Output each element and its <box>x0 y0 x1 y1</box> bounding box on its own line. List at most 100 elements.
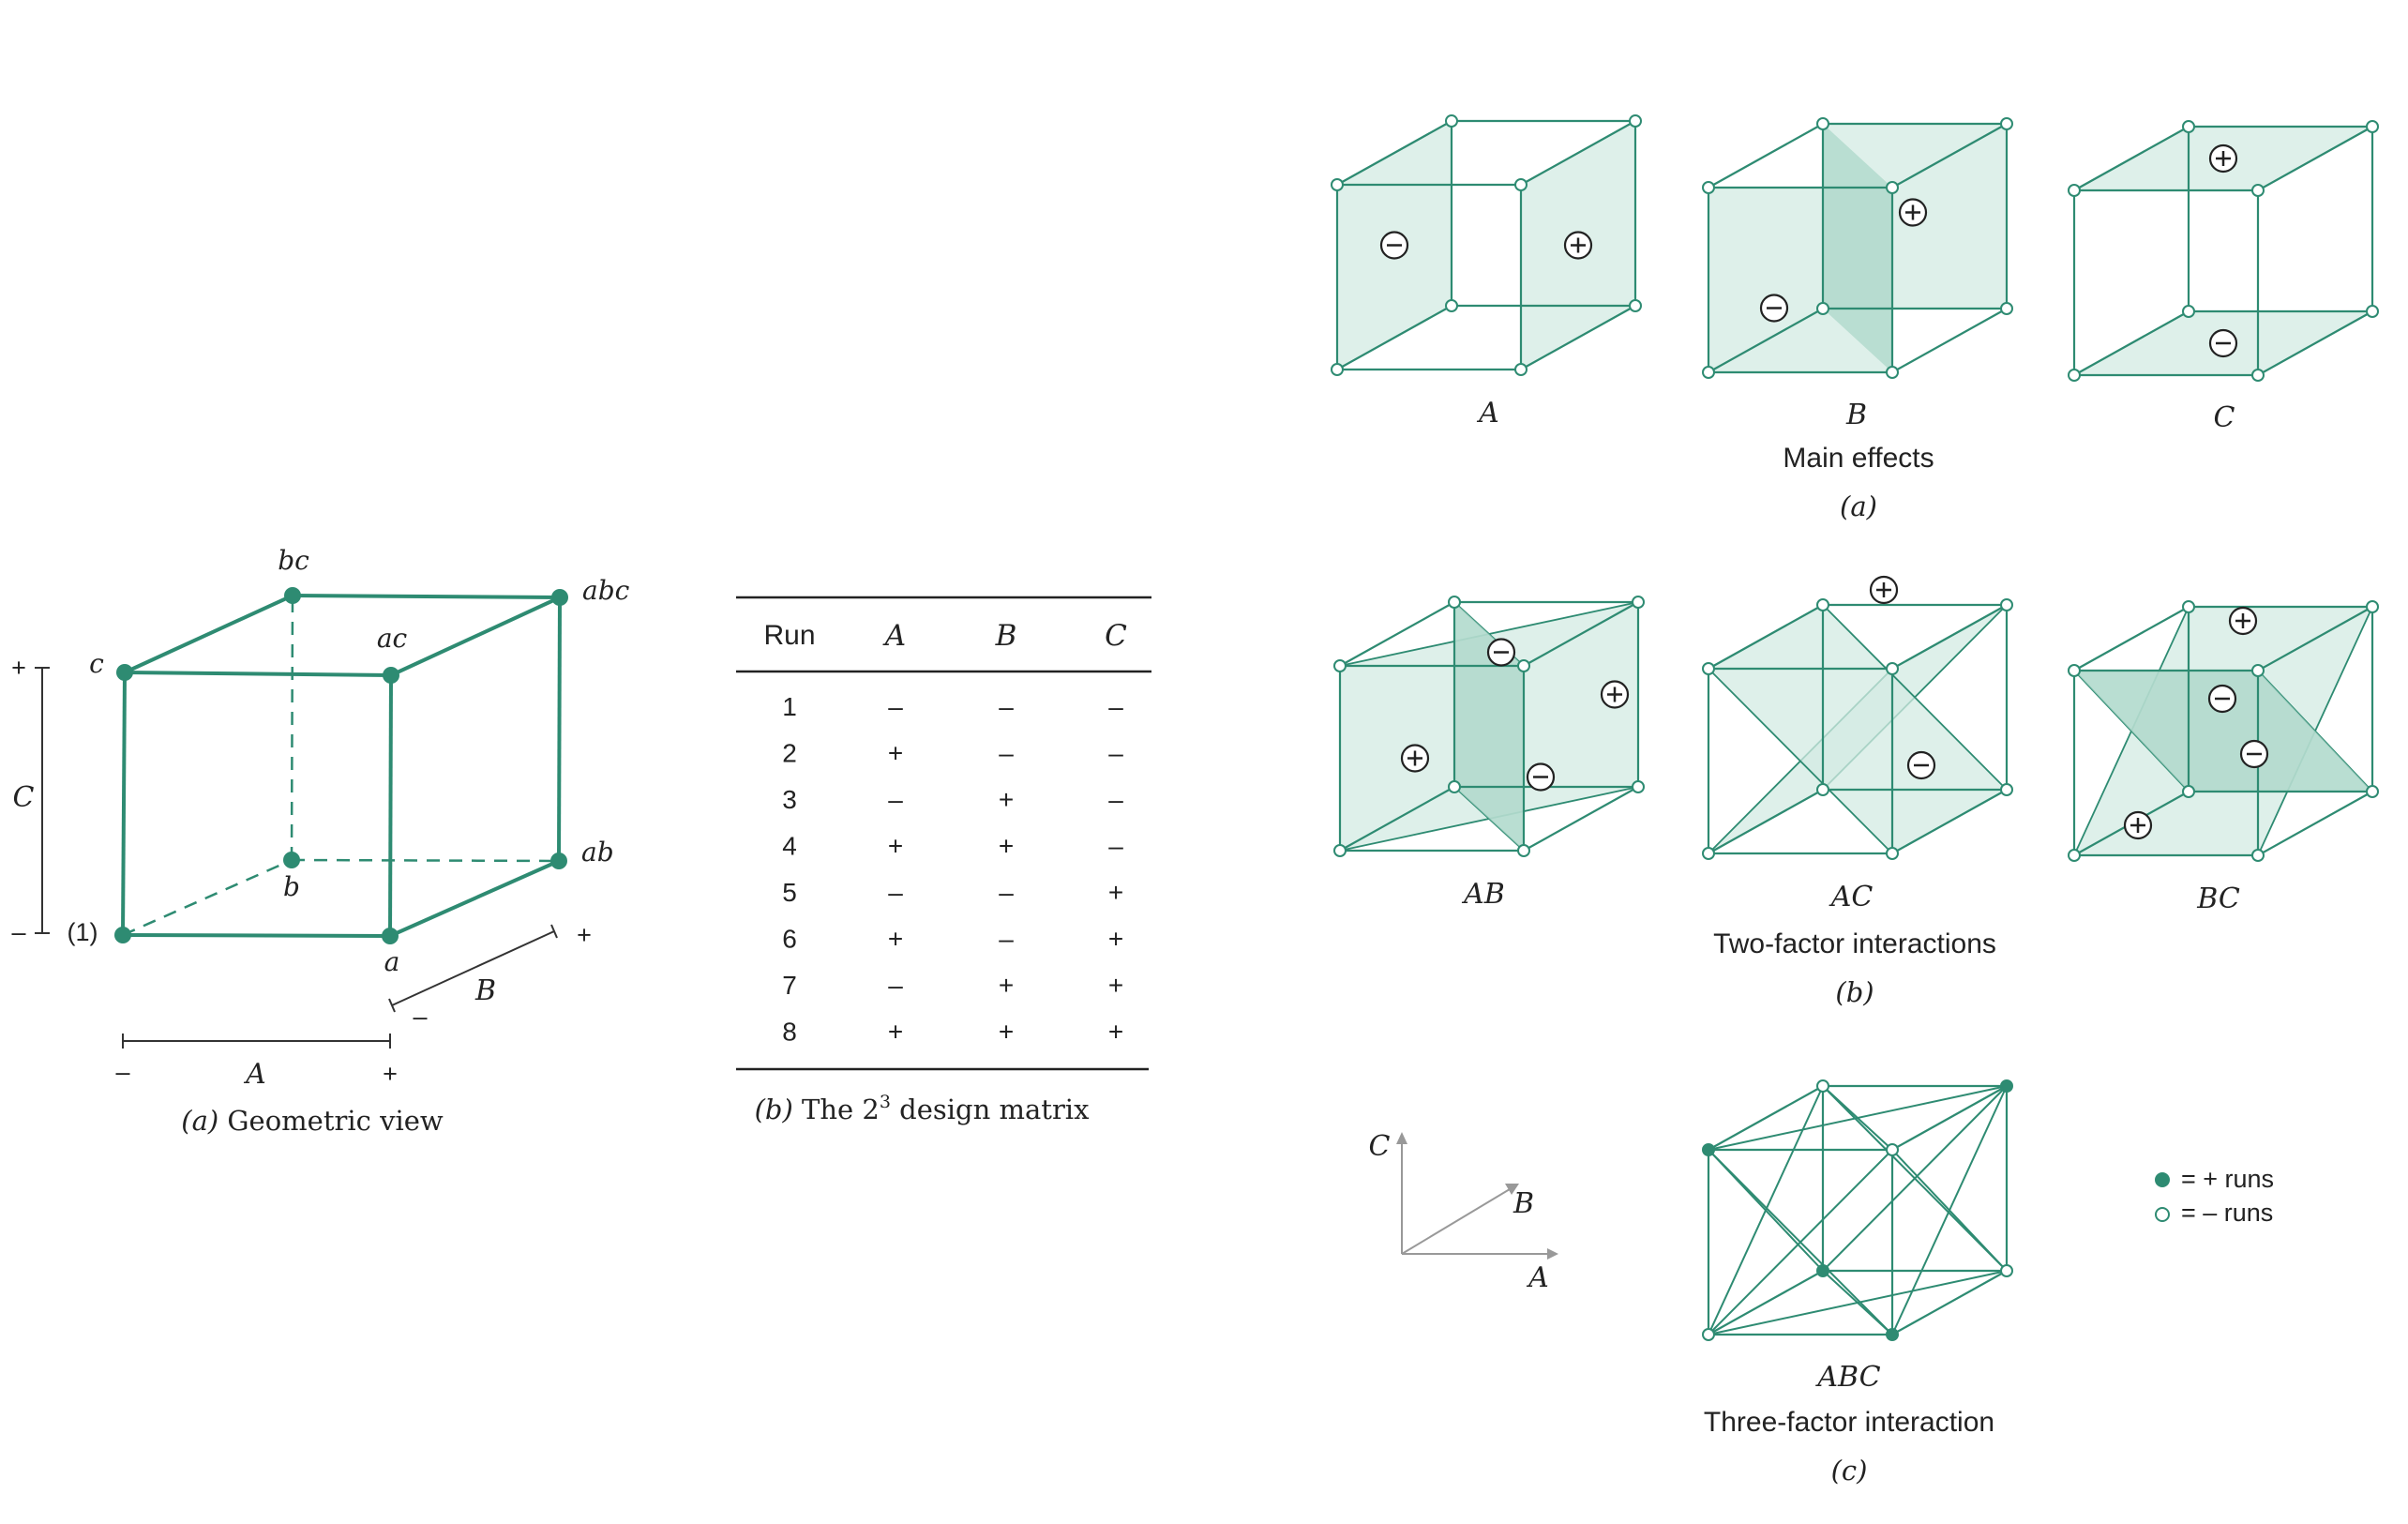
header-run: Run <box>763 620 815 651</box>
table-cell: 1 <box>782 692 797 721</box>
run-vertex <box>1333 844 1347 857</box>
diagonal-line <box>1708 1149 1893 1335</box>
cube-edge <box>1336 120 1452 186</box>
run-vertex <box>1629 114 1642 128</box>
table-row: 1 – – – <box>782 692 1123 721</box>
plus-sign-icon <box>1600 680 1630 709</box>
cube-edge <box>1336 305 1452 370</box>
minus-sign-icon <box>2207 684 2237 714</box>
cube-hidden-edge-b-bc <box>290 595 294 861</box>
cube-edge <box>1708 1085 1824 1151</box>
axis-c-name: C <box>13 781 35 814</box>
axis-b-tick-high <box>550 924 558 939</box>
run-vertex <box>2251 664 2265 677</box>
table-cell: 3 <box>782 785 797 814</box>
axes-key-a-label: A <box>1526 1261 1549 1294</box>
main-effects-caption: (a) <box>1840 490 1877 522</box>
vertex-label-abc: abc <box>582 575 630 606</box>
cube-edge-a-ac <box>388 674 393 937</box>
cube-label-b: B <box>1845 399 1867 431</box>
legend-plus-label: = + runs <box>2181 1165 2274 1193</box>
cube-a <box>1331 114 1642 376</box>
table-cell: + <box>888 925 903 954</box>
vertex-one <box>114 927 131 943</box>
plus-sign-icon <box>1869 575 1899 605</box>
table-cell: – <box>888 692 903 721</box>
vertex-c <box>116 664 133 681</box>
axes-key: A B C <box>1369 1130 1558 1294</box>
run-vertex <box>1816 302 1829 315</box>
run-vertex <box>1517 844 1530 857</box>
run-vertex <box>1702 1328 1715 1341</box>
table-cell: + <box>1108 1018 1123 1047</box>
plus-sign-icon <box>2208 143 2238 174</box>
cube-edge <box>1523 601 1639 667</box>
vertex-label-bc: bc <box>278 545 309 576</box>
geometric-cube-edges <box>121 594 562 938</box>
run-vertex <box>1816 598 1829 611</box>
cube-b <box>1702 117 2013 379</box>
minus-sign-icon <box>1486 638 1516 667</box>
table-cell: 7 <box>782 971 797 1000</box>
axes-key-b-arrow <box>1401 1188 1511 1255</box>
header-b: B <box>995 619 1017 653</box>
cube-edge-c-bc <box>124 594 293 674</box>
table-cell: + <box>888 1018 903 1047</box>
run-vertex <box>2182 785 2195 798</box>
legend-minus-label: = – runs <box>2181 1199 2273 1227</box>
axis-b-line <box>391 930 555 1006</box>
run-vertex <box>2182 305 2195 318</box>
table-row: 2 + – – <box>782 739 1123 768</box>
cube-edge <box>1891 308 2008 373</box>
cube-edge-ab-abc <box>557 596 562 862</box>
vertex-b <box>283 852 300 868</box>
cube-edge <box>1891 604 2008 670</box>
run-vertex <box>1445 114 1458 128</box>
vertex-a <box>382 928 399 944</box>
table-cell: – <box>888 878 903 907</box>
run-vertex <box>1702 366 1715 379</box>
header-c: C <box>1105 619 1127 653</box>
cube-edge-ac-abc <box>390 596 561 677</box>
cube-edge-one-c <box>121 671 127 936</box>
cube-edge <box>2073 126 2190 191</box>
table-cell: + <box>999 971 1014 1000</box>
run-vertex <box>2251 849 2265 862</box>
run-vertex <box>1514 178 1528 191</box>
cube-edge <box>1520 120 1636 186</box>
table-cell: – <box>1108 785 1123 814</box>
table-cell: – <box>888 785 903 814</box>
vertex-ac <box>383 667 399 684</box>
axis-b-plus: + <box>577 921 592 949</box>
cube-edge <box>1891 789 2008 854</box>
header-a: A <box>882 619 906 653</box>
table-row: 7 – + + <box>782 971 1123 1000</box>
run-vertex <box>2000 117 2013 130</box>
run-vertex <box>1816 117 1829 130</box>
cube-label-a: A <box>1476 397 1499 430</box>
minus-sign-icon <box>1379 231 1409 260</box>
run-vertex <box>2251 184 2265 197</box>
run-vertex <box>2251 369 2265 382</box>
run-vertex <box>1886 847 1899 860</box>
table-cell: + <box>1108 925 1123 954</box>
plus-sign-icon <box>1563 231 1593 260</box>
two-factor-title: Two-factor interactions <box>1713 928 1996 959</box>
run-vertex <box>1331 363 1344 376</box>
cube-hidden-edge-b-ab <box>291 858 560 863</box>
legend-minus-marker <box>2155 1207 2170 1222</box>
minus-sign-icon <box>2208 328 2238 358</box>
vertex-label-a: a <box>384 946 400 977</box>
run-vertex <box>1886 366 1899 379</box>
axis-b-minus: – <box>413 1003 427 1031</box>
diagonal-line <box>1708 1085 1824 1335</box>
geometric-view: (1) a b ab c ac bc abc – + A – + B <box>11 545 630 1137</box>
run-vertex <box>2366 305 2379 318</box>
run-vertex <box>2000 783 2013 796</box>
axis-b-tick-low <box>388 998 396 1013</box>
axes-key-b-label: B <box>1513 1187 1534 1220</box>
run-vertex <box>2000 1079 2013 1093</box>
table-cell: + <box>888 832 903 861</box>
run-vertex <box>1702 662 1715 675</box>
